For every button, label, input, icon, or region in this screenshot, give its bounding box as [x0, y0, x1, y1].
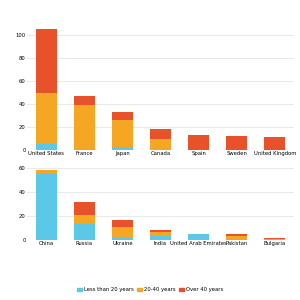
Bar — [74, 149, 95, 150]
Bar — [264, 238, 285, 239]
Bar — [188, 135, 209, 150]
Bar — [112, 120, 133, 147]
Bar — [226, 136, 247, 150]
Bar — [36, 170, 57, 174]
Bar — [36, 174, 57, 240]
Bar — [74, 215, 95, 224]
Bar — [74, 105, 95, 149]
Bar — [226, 236, 247, 239]
Bar — [188, 234, 209, 240]
Bar — [226, 234, 247, 236]
Bar — [226, 239, 247, 240]
Bar — [150, 129, 171, 139]
Bar — [112, 227, 133, 238]
Bar — [112, 238, 133, 240]
Bar — [36, 29, 57, 92]
Bar — [264, 239, 285, 240]
Bar — [74, 224, 95, 240]
Bar — [36, 144, 57, 150]
Bar — [112, 112, 133, 120]
Bar — [112, 147, 133, 150]
Legend: Less than 20 years, 20-40 years, Over 40 years: Less than 20 years, 20-40 years, Over 40… — [75, 285, 225, 294]
Bar — [36, 92, 57, 144]
Bar — [150, 139, 171, 150]
Bar — [74, 96, 95, 105]
Bar — [264, 137, 285, 150]
Bar — [150, 230, 171, 232]
Bar — [112, 220, 133, 227]
Bar — [150, 236, 171, 240]
Bar — [150, 232, 171, 236]
Bar — [74, 202, 95, 215]
